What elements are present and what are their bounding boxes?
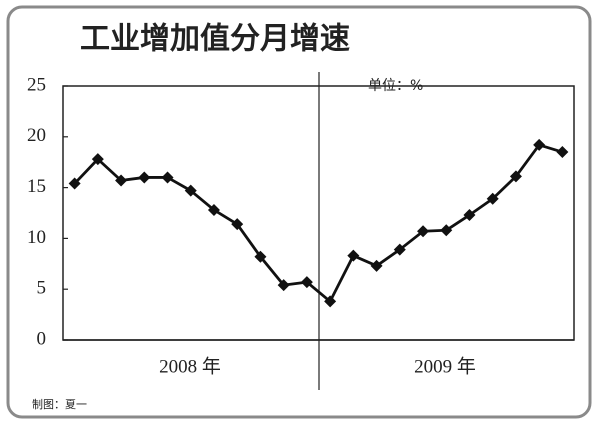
marker (417, 225, 430, 238)
marker (533, 138, 546, 151)
y-tick-label: 0 (37, 328, 47, 349)
marker (91, 153, 104, 166)
x-group-label: 2009 年 (414, 355, 476, 377)
marker (393, 243, 406, 256)
marker (509, 170, 522, 183)
y-tick-label: 20 (27, 125, 46, 146)
marker (300, 276, 313, 289)
marker (68, 177, 81, 190)
marker (254, 250, 267, 263)
marker (115, 174, 128, 187)
x-group-label: 2008 年 (159, 355, 221, 377)
marker (184, 184, 197, 197)
marker (440, 224, 453, 237)
marker (277, 279, 290, 292)
credit: 制图：夏一 (32, 398, 87, 411)
y-tick-label: 25 (27, 74, 46, 95)
chart-title: 工业增加值分月增速 (80, 22, 350, 57)
marker (370, 259, 383, 272)
marker (347, 249, 360, 262)
marker (207, 203, 220, 216)
marker (463, 209, 476, 222)
y-tick-label: 10 (27, 227, 46, 248)
marker (161, 171, 174, 184)
frame (6, 5, 592, 419)
marker (138, 171, 151, 184)
y-tick-label: 5 (37, 278, 47, 299)
marker (324, 295, 337, 308)
marker (556, 146, 569, 159)
marker (231, 218, 244, 231)
marker (486, 192, 499, 205)
y-tick-label: 15 (27, 176, 46, 197)
line (73, 143, 563, 303)
